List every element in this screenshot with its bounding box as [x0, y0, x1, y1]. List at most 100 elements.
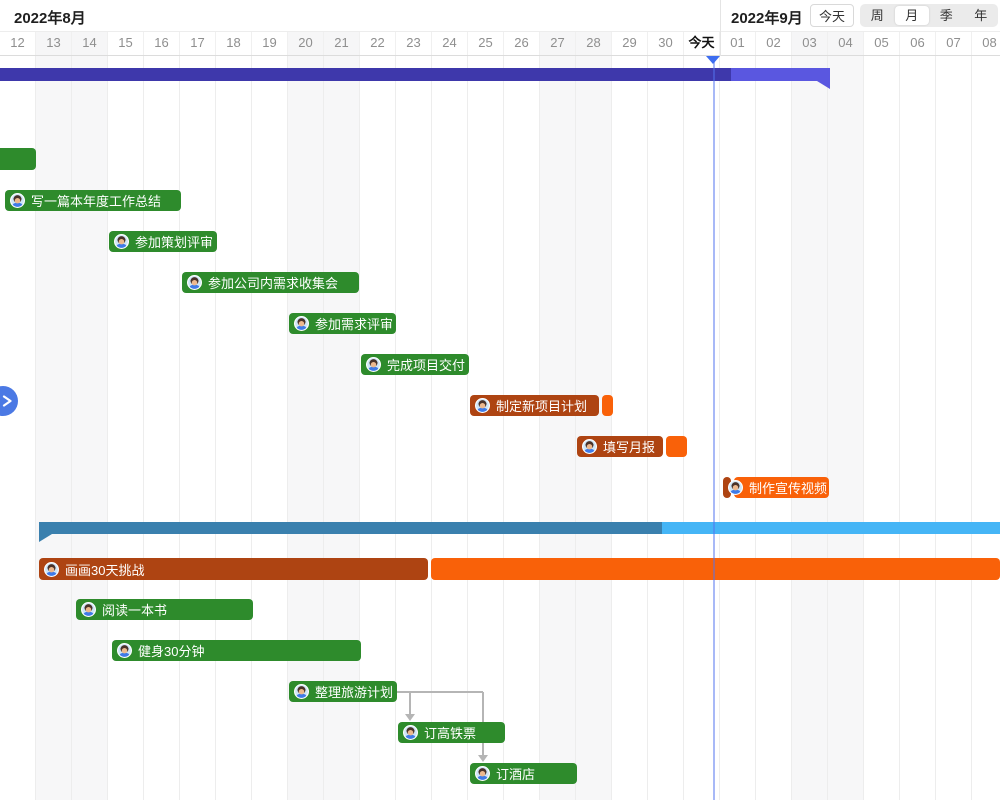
sidebar-expand-button[interactable]	[0, 386, 18, 416]
view-option-月[interactable]: 月	[894, 6, 929, 25]
axis-day-17: 17	[180, 31, 216, 55]
today-marker-triangle	[706, 56, 720, 64]
gridline	[71, 56, 72, 800]
assignee-avatar-icon	[44, 561, 59, 577]
weekend-shade	[540, 56, 576, 800]
task-read-a-book-segment[interactable]	[76, 599, 253, 620]
weekend-shade	[828, 56, 864, 800]
axis-day-30: 30	[648, 31, 684, 55]
task-new-project-plan-segment[interactable]	[602, 395, 613, 416]
view-granularity-switch: 周月季 年	[860, 4, 998, 27]
task-requirement-review-segment[interactable]	[289, 313, 396, 334]
summary-bar-work-project-segment[interactable]	[731, 68, 830, 81]
task-title: 写一篇本年度工作总结	[31, 194, 162, 209]
view-option-周[interactable]: 周	[870, 8, 884, 23]
axis-day-04: 04	[828, 31, 864, 55]
today-line	[713, 56, 715, 800]
task-planning-review-label: 参加策划评审	[114, 231, 213, 252]
task-project-delivery-label: 完成项目交付	[366, 354, 465, 375]
view-option-季[interactable]: 季	[939, 8, 953, 23]
axis-day-05: 05	[864, 31, 900, 55]
task-requirement-review-label: 参加需求评审	[294, 313, 393, 334]
axis-day-25: 25	[468, 31, 504, 55]
summary-bar-work-project-end-cap	[817, 81, 830, 89]
month-label-left: 2022年8月	[14, 10, 86, 27]
task-promo-video-segment[interactable]	[723, 477, 731, 498]
gridline	[107, 56, 108, 800]
gridline	[179, 56, 180, 800]
gridline	[899, 56, 900, 800]
date-axis: 12 13 14 15 16 17 18 19 20 21 22 23 24 25 26 27 28 29 30 今天…	[0, 31, 1000, 56]
axis-day-06: 06	[900, 31, 936, 55]
task-annual-work-summary-segment[interactable]	[5, 190, 181, 211]
axis-day-23: 23	[396, 31, 432, 55]
task-title: 整理旅游计划	[315, 685, 394, 700]
task-workout-30min-segment[interactable]	[112, 640, 361, 661]
gridline	[683, 56, 684, 800]
task-monthly-report-label: 填写月报	[582, 436, 655, 457]
assignee-avatar-icon	[582, 439, 597, 454]
today-button[interactable]: 今天	[810, 4, 855, 27]
assignee-avatar-icon	[294, 316, 309, 331]
task-title: 填写月报	[603, 440, 656, 455]
gridline	[935, 56, 936, 800]
axis-day-27: 27	[540, 31, 576, 55]
task-title: 完成项目交付	[387, 358, 466, 373]
gridline	[35, 56, 36, 800]
task-book-hotel-segment[interactable]	[470, 763, 577, 784]
gridline	[971, 56, 972, 800]
assignee-avatar-icon	[10, 193, 25, 208]
gridline	[755, 56, 756, 800]
task-monthly-report-segment[interactable]	[577, 436, 663, 457]
dependency-arrows	[397, 691, 488, 762]
task-drawing-30day-challenge-label: 画画30天挑战	[44, 558, 144, 580]
gridline	[359, 56, 360, 800]
task-requirement-collection-meeting-label: 参加公司内需求收集会	[187, 272, 338, 293]
weekend-shade	[36, 56, 72, 800]
assignee-avatar-icon	[81, 602, 96, 617]
gridline	[539, 56, 540, 800]
gridline	[215, 56, 216, 800]
task-travel-plan-segment[interactable]	[289, 681, 397, 702]
axis-day-28: 28	[576, 31, 612, 55]
assignee-avatar-icon	[403, 725, 418, 740]
task-monthly-report-segment[interactable]	[666, 436, 687, 457]
month-label-right: 2022年9月	[731, 10, 803, 27]
task-requirement-collection-meeting-segment[interactable]	[182, 272, 359, 293]
assignee-avatar-icon	[475, 398, 490, 413]
task-travel-plan-label: 整理旅游计划	[294, 681, 393, 702]
gridline	[323, 56, 324, 800]
axis-day-18: 18	[216, 31, 252, 55]
task-title: 制定新项目计划	[496, 399, 588, 414]
gridline	[287, 56, 288, 800]
summary-bar-life-project-segment[interactable]	[39, 522, 662, 534]
task-planning-review-segment[interactable]	[109, 231, 217, 252]
task-title: 参加公司内需求收集会	[208, 276, 339, 291]
gantt-header: 2022年8月 2022年9月 今天 周月季 年	[0, 0, 1000, 32]
view-option-年[interactable]: 年	[974, 8, 988, 23]
month-divider	[720, 0, 721, 56]
summary-bar-life-project-segment[interactable]	[662, 522, 1000, 534]
task-new-project-plan-segment[interactable]	[470, 395, 599, 416]
task-clipped-left-segment[interactable]	[0, 148, 36, 170]
task-book-hotel-label: 订酒店	[475, 763, 535, 784]
axis-day-12: 12	[0, 31, 36, 55]
chart-area: 写一篇本年度工作总结参加策划评审参加公司内需求收集会参加需求评审完成项目交付制定…	[0, 56, 1000, 800]
assignee-avatar-icon	[475, 766, 490, 781]
gridline	[251, 56, 252, 800]
weekend-shade	[792, 56, 828, 800]
axis-day-14: 14	[72, 31, 108, 55]
gridline	[503, 56, 504, 800]
gridline	[611, 56, 612, 800]
task-project-delivery-segment[interactable]	[361, 354, 469, 375]
summary-bar-work-project-segment[interactable]	[0, 68, 731, 81]
task-title: 健身30分钟	[138, 644, 205, 659]
assignee-avatar-icon	[366, 357, 381, 372]
task-promo-video-segment[interactable]	[734, 477, 829, 498]
task-drawing-30day-challenge-segment[interactable]	[431, 558, 1000, 580]
gridline	[719, 56, 720, 800]
task-drawing-30day-challenge-segment[interactable]	[39, 558, 428, 580]
task-book-train-ticket-segment[interactable]	[398, 722, 505, 743]
assignee-avatar-icon	[728, 480, 743, 495]
